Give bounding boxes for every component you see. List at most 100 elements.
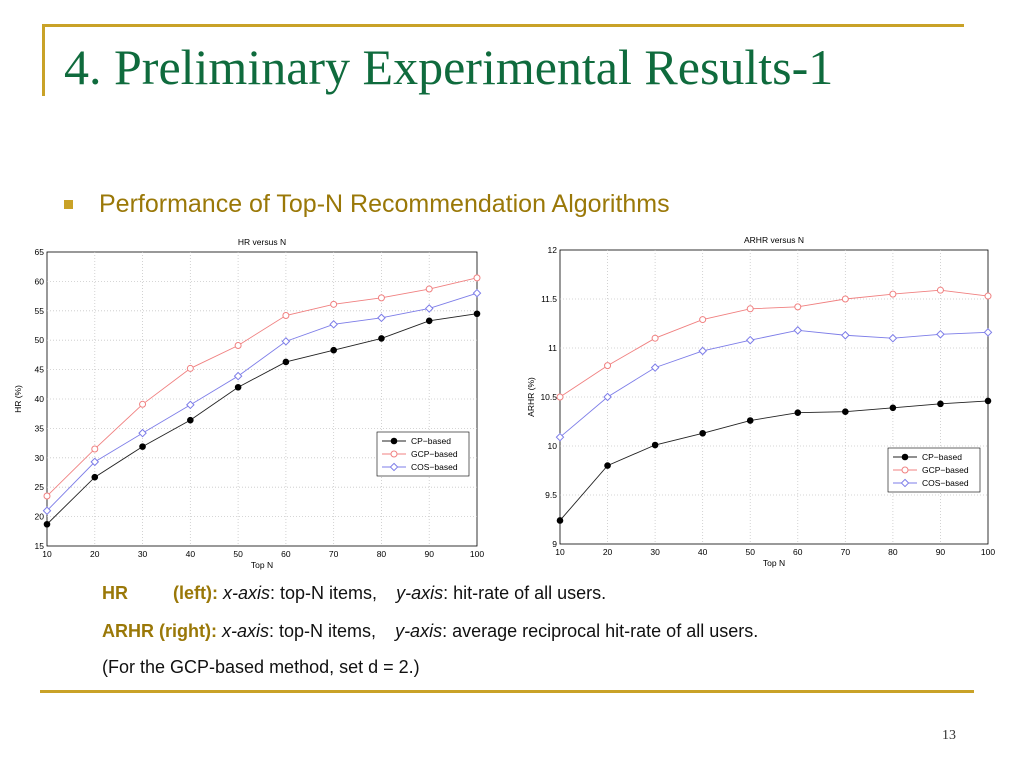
slide-title: 4. Preliminary Experimental Results-1 [64,39,834,95]
arhr-x-tick-label: 70 [841,547,851,557]
hr-x-tick-label: 10 [42,549,52,559]
hr-point-cp [330,346,337,354]
hr-point-cos [281,337,291,346]
hr-point-cos [186,400,195,410]
arhr-point-cos [793,326,803,335]
hr-x-tick-label: 30 [138,549,148,559]
hr-point-cos [377,313,386,323]
arhr-point-cos [603,392,612,402]
arhr-legend-label-cos: COS−based [922,478,969,488]
hr-chart-svg: 10 20 30 40 50 60 70 80 90 100 15 20 25 30 35 40 45 50 55 6… [13,237,484,570]
arhr-y-tick-label: 12 [548,245,558,255]
hr-x-tick-label: 70 [329,549,339,559]
arhr-point-cos [745,335,755,345]
hr-chart: 10 20 30 40 50 60 70 80 90 100 15 20 25 30 35 40 45 50 55 6… [0,228,492,573]
arhr-point-gcp [556,393,564,401]
caption-note: (For the GCP-based method, set d = 2.) [102,657,420,677]
arhr-legend-label-cp: CP−based [922,452,962,462]
hr-point-cos [233,371,243,381]
hr-point-cp [43,520,51,528]
arhr-x-tick-label: 90 [936,547,946,557]
arhr-point-cp [699,429,706,437]
hr-point-gcp [139,400,147,408]
hr-point-cp [187,416,194,424]
left-border-line [42,24,45,96]
hr-point-cos [138,428,147,438]
arhr-point-cp [651,441,659,449]
arhr-point-cos [841,330,850,340]
arhr-chart-title: ARHR versus N [744,235,804,245]
caption-arhr-yaxis: y-axis [395,621,443,641]
arhr-point-gcp [746,305,754,313]
arhr-x-tick-label: 30 [650,547,660,557]
hr-y-axis-label: HR (%) [13,385,23,413]
arhr-point-gcp [651,334,659,342]
caption-arhr-ydesc: : average reciprocal hit-rate of all use… [442,621,759,641]
arhr-y-tick-label: 10.5 [540,392,557,402]
hr-point-gcp [234,341,242,349]
arhr-point-cp [556,517,564,524]
arhr-series-line-cos [559,329,989,438]
arhr-x-tick-label: 80 [888,547,898,557]
hr-y-tick-label: 25 [35,482,45,492]
hr-point-cp [139,443,146,450]
hr-legend-label-cp: CP−based [411,436,451,446]
arhr-series-line-cp [559,400,989,521]
arhr-point-cp [604,462,611,469]
hr-x-tick-label: 100 [470,549,484,559]
arhr-series-line-gcp [559,289,989,398]
arhr-point-cos [888,333,898,343]
caption-hr-side: (left): [173,583,218,603]
hr-x-tick-label: 40 [186,549,196,559]
hr-point-gcp [473,274,481,282]
hr-point-gcp [330,300,338,308]
arhr-y-tick-label: 9 [552,539,557,549]
arhr-point-cos [936,329,945,339]
hr-x-tick-label: 80 [377,549,387,559]
arhr-x-tick-label: 10 [555,547,565,557]
hr-point-gcp [43,492,51,500]
hr-point-gcp [282,312,290,320]
caption-hr-xaxis: x-axis [223,583,271,603]
hr-x-tick-label: 20 [90,549,100,559]
arhr-x-tick-label: 50 [745,547,755,557]
hr-y-tick-label: 50 [35,335,45,345]
arhr-point-cp [842,408,849,415]
arhr-point-gcp [699,316,707,324]
hr-point-gcp [425,285,433,293]
hr-y-tick-label: 15 [35,541,45,551]
hr-point-cos [472,288,482,298]
caption-hr-label: HR [102,583,128,603]
bullet-item: Performance of Top-N Recommendation Algo… [64,190,670,219]
page-number: 13 [942,728,956,743]
arhr-x-tick-label: 20 [603,547,613,557]
arhr-point-cp [984,397,992,405]
arhr-point-cp [937,400,944,408]
hr-point-cp [378,335,385,342]
arhr-y-tick-label: 10 [548,441,558,451]
hr-point-cos [90,457,100,467]
hr-series-line-gcp [46,277,478,497]
hr-point-cos [424,304,434,313]
bullet-square-icon [64,200,73,209]
hr-x-tick-label: 60 [281,549,291,559]
hr-series-line-cos [46,292,478,512]
caption-arhr-label: ARHR (right): [102,621,217,641]
arhr-y-tick-label: 11.5 [541,294,557,304]
arhr-legend-marker-gcp [901,466,909,474]
bullet-text: Performance of Top-N Recommendation Algo… [99,190,670,218]
hr-y-tick-label: 40 [35,394,45,404]
hr-legend-marker-cp [390,437,398,445]
arhr-legend-marker-cos [900,478,910,488]
hr-point-cp [282,358,290,366]
caption-arhr-xaxis: x-axis [222,621,270,641]
hr-y-tick-label: 35 [35,423,45,433]
arhr-point-gcp [604,362,612,370]
arhr-chart: 10 20 30 40 50 60 70 80 90 100 9 9.5 10 10.5 11 11.5 12 A… [510,228,1002,573]
hr-y-tick-label: 30 [35,453,45,463]
top-border-line [42,24,964,27]
hr-x-axis-label: Top N [251,560,273,570]
arhr-point-gcp [889,290,897,298]
hr-y-tick-label: 60 [35,276,45,286]
bottom-border-line [40,690,974,693]
